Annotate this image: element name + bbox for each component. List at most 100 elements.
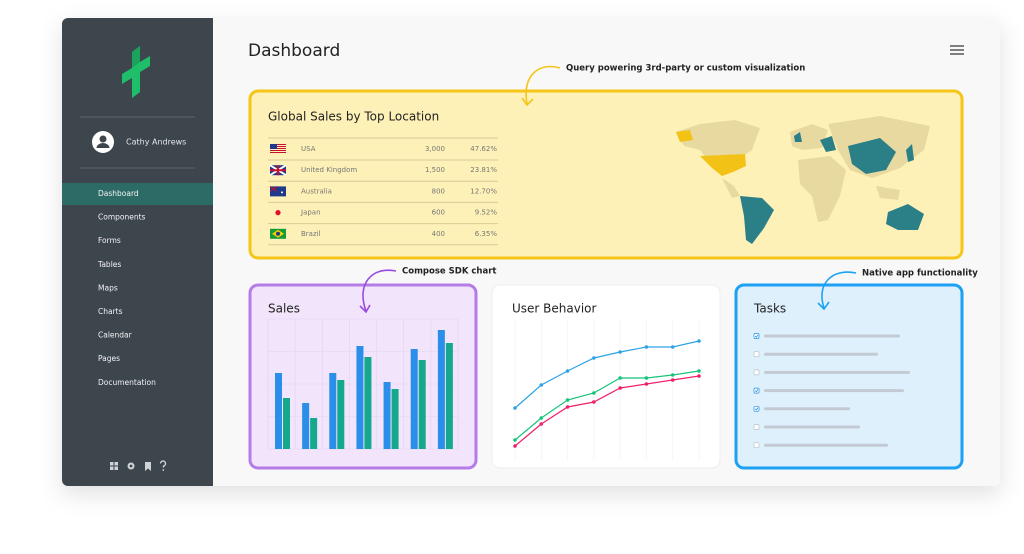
sales-share: 23.81% bbox=[470, 166, 497, 174]
bar bbox=[391, 389, 399, 449]
country: Australia bbox=[301, 187, 332, 195]
sales-value: 600 bbox=[432, 209, 445, 217]
task-line bbox=[764, 352, 878, 356]
task-check bbox=[754, 334, 759, 338]
line-point bbox=[670, 378, 675, 382]
sales-value: 3,000 bbox=[425, 145, 445, 153]
page-title: Dashboard bbox=[248, 41, 340, 61]
line bbox=[514, 375, 700, 447]
task-line bbox=[764, 389, 904, 393]
line-point bbox=[618, 386, 622, 390]
bar bbox=[302, 403, 310, 449]
nav-item[interactable]: Pages bbox=[98, 354, 120, 363]
task-line bbox=[764, 443, 888, 447]
sidebar-icons[interactable] bbox=[110, 460, 167, 471]
flag-part bbox=[281, 191, 283, 194]
flag-part bbox=[270, 144, 277, 149]
user-name: Cathy Andrews bbox=[126, 138, 186, 147]
task-checkbox[interactable] bbox=[753, 351, 760, 358]
bar bbox=[356, 346, 364, 449]
flag bbox=[270, 144, 286, 153]
task-check bbox=[754, 407, 759, 411]
flag bbox=[269, 185, 286, 197]
card-title: User Behavior bbox=[512, 302, 597, 316]
logo bbox=[122, 46, 150, 98]
line-point bbox=[592, 391, 596, 395]
country: United Kingdom bbox=[301, 166, 357, 174]
task-line bbox=[764, 425, 860, 429]
behavior-card bbox=[491, 284, 721, 469]
line bbox=[514, 340, 700, 409]
task-checkbox[interactable] bbox=[753, 424, 760, 430]
nav-item[interactable]: Components bbox=[98, 213, 146, 222]
nav-item[interactable]: Dashboard bbox=[98, 189, 139, 198]
card-title: Tasks bbox=[753, 302, 786, 316]
annotation: Compose SDK chart bbox=[402, 267, 496, 277]
line-point bbox=[592, 356, 596, 360]
flag bbox=[269, 164, 287, 177]
bar bbox=[383, 382, 391, 449]
nav-item[interactable]: Documentation bbox=[98, 378, 156, 387]
card-title: Sales bbox=[268, 302, 300, 316]
card-title: Global Sales by Top Location bbox=[268, 110, 439, 124]
task-checkbox[interactable] bbox=[753, 369, 760, 376]
task-line bbox=[764, 407, 850, 411]
nav-item[interactable]: Tables bbox=[97, 260, 121, 269]
line-point bbox=[565, 369, 570, 373]
country: USA bbox=[301, 145, 316, 153]
menu-button[interactable] bbox=[950, 45, 964, 55]
line-point bbox=[697, 369, 701, 373]
tasks-card bbox=[734, 283, 964, 470]
sales-share: 9.52% bbox=[475, 209, 498, 217]
line-point bbox=[697, 374, 701, 378]
sales-share: 6.35% bbox=[475, 230, 498, 238]
flag-part bbox=[269, 185, 278, 192]
sales-share: 12.70% bbox=[470, 187, 497, 195]
flag bbox=[275, 210, 281, 216]
sales-value: 800 bbox=[432, 187, 445, 195]
sales-share: 47.62% bbox=[470, 145, 497, 153]
line-point bbox=[644, 345, 649, 349]
task-check bbox=[754, 389, 759, 393]
flag-part bbox=[270, 148, 286, 149]
line-point bbox=[539, 416, 544, 420]
line-point bbox=[697, 339, 701, 343]
bar bbox=[283, 398, 290, 449]
task-line bbox=[764, 370, 910, 374]
annotation: Query powering 3rd-party or custom visua… bbox=[566, 64, 805, 74]
annotation-arrow bbox=[359, 269, 397, 314]
flag-part bbox=[270, 186, 286, 197]
line-point bbox=[670, 345, 675, 349]
nav-item[interactable]: Charts bbox=[98, 307, 123, 316]
bar bbox=[445, 343, 453, 449]
line-point bbox=[592, 400, 596, 404]
bar bbox=[337, 380, 345, 449]
bar bbox=[364, 357, 372, 449]
annotation-arrow bbox=[521, 65, 561, 107]
task-line bbox=[764, 334, 900, 338]
flag-part bbox=[270, 165, 286, 176]
flag-part bbox=[270, 144, 286, 145]
nav-item[interactable]: Maps bbox=[98, 283, 118, 292]
nav-item[interactable]: Calendar bbox=[98, 331, 133, 340]
bar bbox=[275, 373, 282, 449]
map-card bbox=[248, 89, 964, 260]
line-point bbox=[670, 373, 675, 377]
line-point bbox=[539, 422, 544, 426]
flag-part bbox=[270, 152, 286, 153]
nav-active bbox=[62, 183, 213, 205]
bar bbox=[437, 330, 445, 449]
task-checkbox[interactable] bbox=[753, 442, 760, 449]
line-point bbox=[513, 438, 517, 442]
line-point bbox=[618, 350, 622, 354]
flag bbox=[270, 228, 286, 239]
line-point bbox=[513, 444, 517, 448]
nav-item[interactable]: Forms bbox=[98, 236, 121, 245]
line-point bbox=[565, 398, 570, 402]
bar bbox=[329, 373, 337, 449]
avatar bbox=[92, 131, 114, 153]
line-point bbox=[539, 383, 544, 387]
